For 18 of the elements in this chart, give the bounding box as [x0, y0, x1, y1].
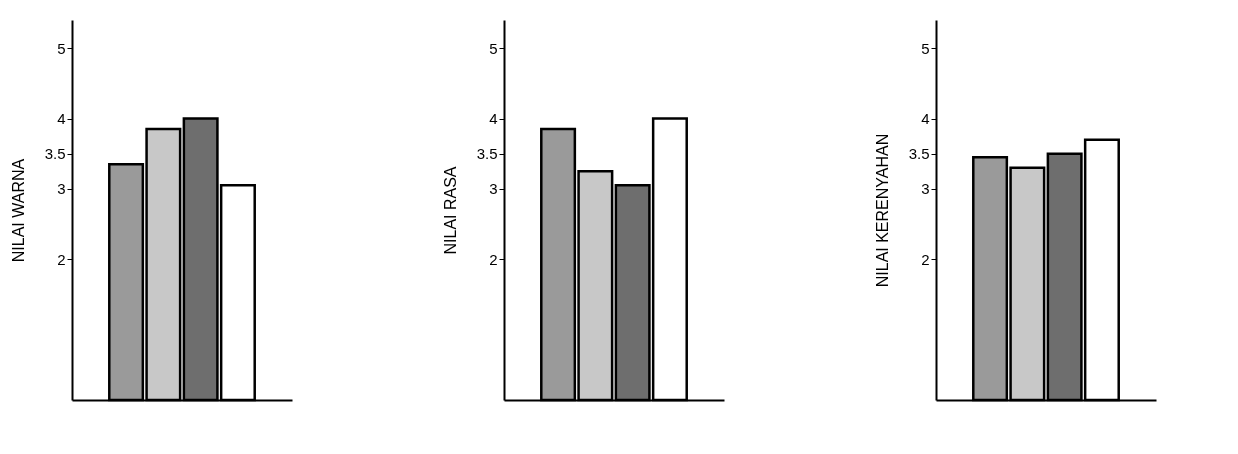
y-axis-title: NILAI RASA	[441, 166, 459, 255]
y-tick-label: 3.5	[908, 145, 930, 163]
y-tick-label: 5	[489, 39, 498, 57]
y-tick-label: 2	[489, 250, 498, 268]
y-axis-title: NILAI WARNA	[9, 158, 27, 263]
y-tick-label: 3.5	[476, 145, 498, 163]
y-tick-label: 3	[489, 180, 498, 198]
y-tick-label: 4	[489, 110, 498, 128]
y-tick-label: 4	[57, 110, 66, 128]
y-tick-label: 5	[921, 39, 930, 57]
y-tick-label: 2	[57, 250, 66, 268]
y-axis-title: NILAI KERENYAHAN	[873, 133, 891, 288]
y-tick-label: 4	[921, 110, 930, 128]
y-tick-label: 3.5	[44, 145, 66, 163]
y-tick-label: 3	[921, 180, 930, 198]
y-tick-label: 5	[57, 39, 66, 57]
y-tick-label: 3	[57, 180, 66, 198]
y-tick-label: 2	[921, 250, 930, 268]
